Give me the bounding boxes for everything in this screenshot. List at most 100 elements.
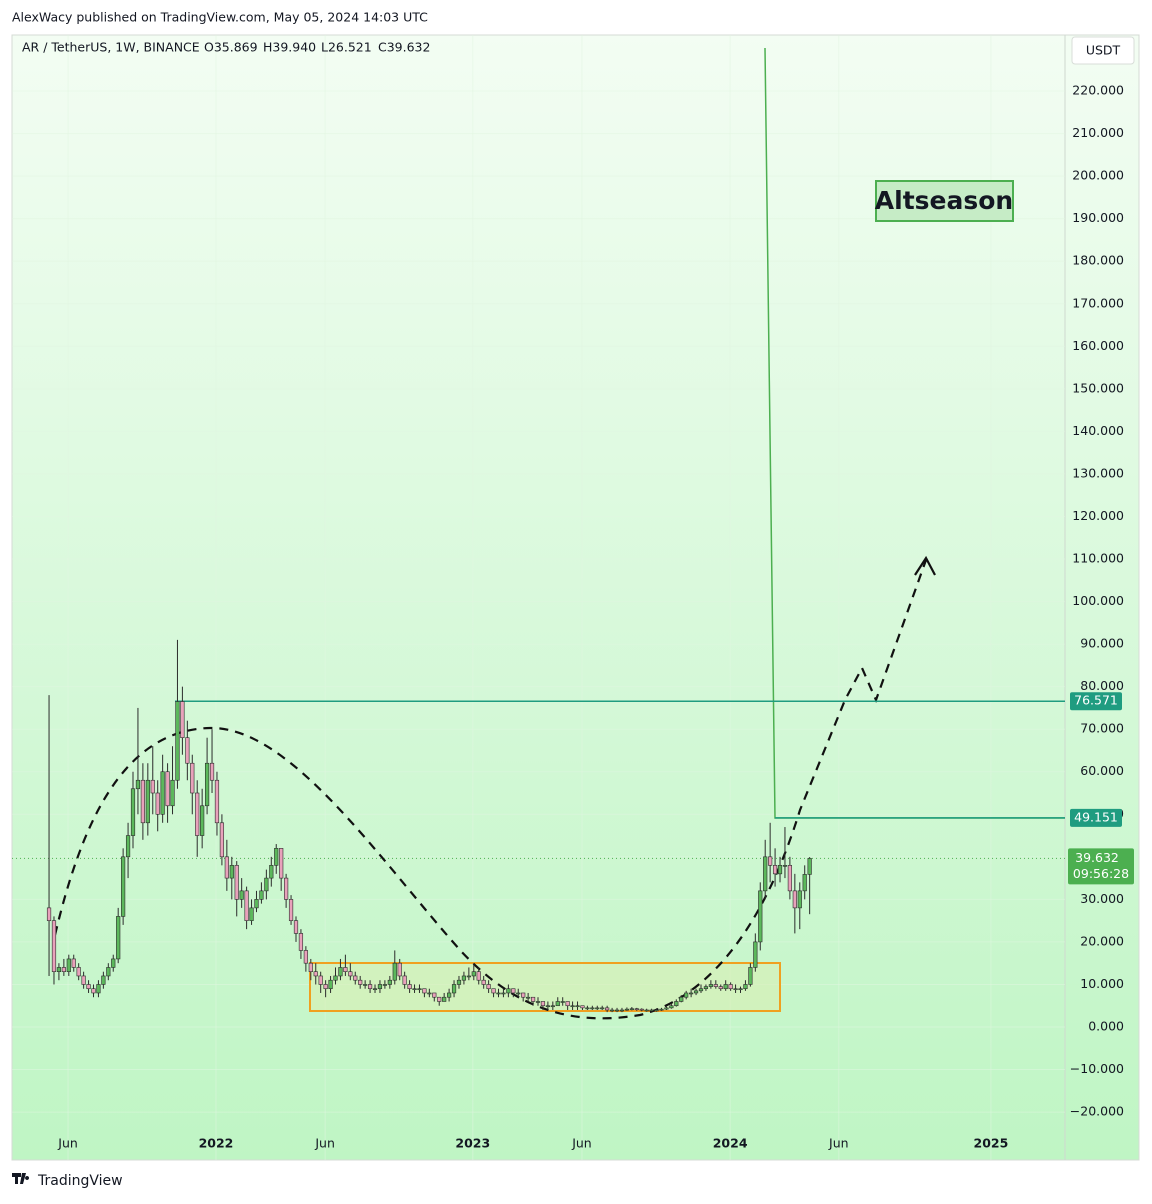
x-tick-label: 2023 — [455, 1136, 490, 1151]
candle-body — [382, 984, 387, 986]
candle-body — [121, 856, 126, 917]
candle-body — [377, 984, 383, 990]
candle-body — [96, 984, 101, 994]
candle-body — [758, 890, 763, 943]
candle-body — [224, 856, 229, 879]
ohlc-low: L26.521 — [321, 40, 372, 55]
candle-body — [125, 835, 131, 858]
candle-body — [451, 984, 457, 994]
candle-body — [397, 962, 402, 977]
candle-body — [624, 1008, 630, 1011]
x-tick-label: Jun — [828, 1136, 849, 1151]
candle-body — [698, 988, 704, 992]
candle-body — [160, 771, 165, 815]
candle-body — [190, 762, 195, 794]
candle-body — [535, 1001, 541, 1003]
candle-body — [466, 975, 471, 978]
candle-body — [56, 967, 62, 972]
candle-body — [718, 986, 723, 990]
y-tick-label: 10.000 — [1080, 976, 1124, 991]
y-tick-label: 0.000 — [1088, 1019, 1124, 1034]
candle-body — [674, 1001, 679, 1007]
candle-body — [772, 865, 778, 875]
candle-body — [679, 996, 684, 1002]
candle-body — [733, 988, 738, 991]
candle-body — [763, 856, 768, 892]
candle-body — [605, 1007, 610, 1011]
candle-body — [511, 988, 516, 994]
ohlc-high: H39.940 — [263, 40, 316, 55]
candle-body — [600, 1007, 605, 1010]
y-tick-label: 180.000 — [1072, 253, 1124, 268]
candle-body — [288, 899, 294, 921]
x-tick-label: 2024 — [713, 1136, 748, 1151]
y-tick-label: 120.000 — [1072, 508, 1124, 523]
candle-body — [298, 933, 304, 951]
candle-body — [792, 890, 797, 909]
candle-body — [575, 1005, 580, 1008]
candle-body — [693, 990, 699, 994]
candle-body — [145, 779, 150, 824]
currency: USDT — [1086, 43, 1121, 58]
annotation-box — [875, 180, 1014, 222]
y-tick-label: 90.000 — [1080, 636, 1124, 651]
candle-body — [229, 865, 234, 879]
last-price-label: 39.632 — [1075, 850, 1119, 865]
candle-body — [313, 971, 318, 977]
candle-body — [116, 916, 121, 960]
candle-body — [417, 988, 422, 991]
candle-body — [738, 988, 743, 991]
candle-body — [338, 967, 343, 977]
header: AlexWacy published on TradingView.com, M… — [12, 10, 428, 25]
candle-body — [723, 984, 728, 990]
candle-body — [797, 890, 802, 909]
candle-body — [303, 950, 308, 964]
candle-body — [214, 779, 220, 824]
chart-title: AR / TetherUS, 1W, BINANCE — [22, 40, 200, 55]
candle-body — [284, 877, 289, 900]
candle-body — [550, 1005, 555, 1008]
candle-body — [427, 992, 432, 995]
candle-body — [234, 865, 239, 900]
candle-body — [777, 865, 783, 875]
x-tick-label: Jun — [314, 1136, 335, 1151]
candle-body — [609, 1009, 615, 1012]
candle-body — [407, 984, 412, 990]
candle-body — [521, 992, 526, 998]
candle-body — [565, 1001, 570, 1007]
candle-body — [71, 958, 76, 968]
candle-body — [634, 1008, 639, 1011]
candle-body — [496, 992, 501, 995]
y-tick-label: 70.000 — [1080, 721, 1124, 736]
candle-body — [629, 1008, 634, 1011]
x-tick-label: 2022 — [199, 1136, 234, 1151]
candle-body — [659, 1008, 664, 1011]
y-tick-label: 200.000 — [1072, 168, 1124, 183]
candle-body — [506, 988, 511, 994]
x-tick-label: 2025 — [974, 1136, 1009, 1151]
candle-body — [437, 996, 442, 1002]
y-tick-label: −10.000 — [1070, 1061, 1124, 1076]
candle-body — [209, 762, 215, 781]
candle-body — [353, 975, 358, 981]
candle-body — [619, 1009, 625, 1012]
candle-body — [101, 975, 106, 985]
candle-body — [560, 1001, 565, 1003]
ohlc-close: C39.632 — [378, 40, 430, 55]
candle-body — [358, 979, 363, 985]
currency-box[interactable] — [1071, 36, 1135, 65]
y-tick-label: 30.000 — [1080, 891, 1124, 906]
candle-body — [684, 992, 689, 998]
candle-body — [530, 996, 536, 1002]
level-tag — [1070, 808, 1122, 827]
candle-body — [516, 992, 521, 995]
candle-body — [150, 779, 155, 794]
candle-body — [106, 967, 111, 977]
candle-body — [486, 984, 491, 990]
y-tick-label: 190.000 — [1072, 210, 1124, 225]
candle-body — [264, 877, 269, 892]
candle-body — [318, 975, 323, 985]
candle-body — [308, 962, 313, 972]
candle-body — [708, 984, 713, 987]
candle-body — [402, 975, 407, 985]
